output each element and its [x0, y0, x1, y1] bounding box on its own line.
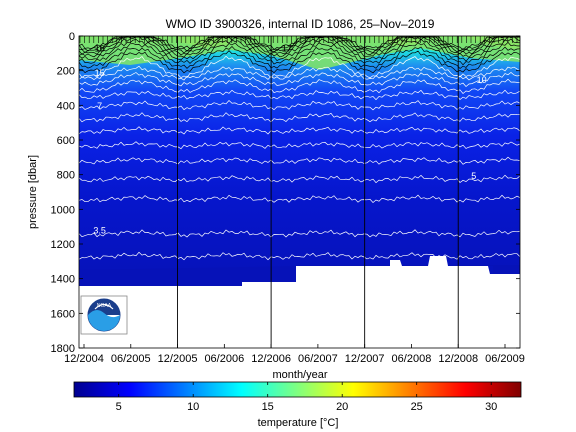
x-axis-label: month/year: [272, 369, 327, 381]
plot-frame: [78, 35, 521, 349]
y-tick-label: 0: [69, 31, 75, 43]
y-tick-label: 1000: [51, 204, 75, 216]
isotherm-line: [79, 251, 520, 261]
year-separator-lines: [177, 36, 459, 348]
x-tick-label: 06/2009: [485, 353, 525, 365]
colorbar-gradient: [73, 381, 522, 398]
colorbar-tick-label: 25: [411, 401, 423, 413]
colorbar-tick-label: 20: [336, 401, 348, 413]
noaa-logo: NOAA: [80, 295, 128, 335]
x-tick-label: 12/2004: [64, 353, 104, 365]
x-tick-label: 12/2006: [251, 353, 291, 365]
x-tick-label: 12/2008: [438, 353, 478, 365]
contour-label: 16: [95, 44, 105, 54]
isotherm-line: [79, 36, 520, 56]
x-tick-label: 12/2007: [345, 353, 385, 365]
colorbar-label: temperature [°C]: [258, 417, 339, 429]
isotherm-line: [79, 126, 520, 135]
isotherm-line: [79, 229, 520, 238]
deep-field: [79, 265, 520, 285]
contour-label: 17: [282, 44, 292, 54]
section-field: [79, 36, 520, 286]
y-tick-label: 200: [57, 66, 75, 78]
profile-tick-marks: [79, 36, 518, 43]
isotherm-line: [79, 194, 520, 203]
contour-label: 5: [471, 171, 476, 181]
isotherm-line: [79, 36, 520, 54]
isotherm-line: [79, 36, 520, 58]
colorbar-tick-label: 5: [116, 401, 122, 413]
colorbar-tick-label: 30: [485, 401, 497, 413]
isotherm-line: [79, 65, 520, 81]
colorbar: 5 10 15 20 25 30 temperature [°C]: [73, 381, 522, 429]
isotherm-line: [79, 72, 520, 87]
isotherm-line: [79, 100, 520, 111]
isotherm-lines: [79, 36, 520, 261]
isotherm-line: [79, 89, 520, 101]
isotherm-line: [79, 141, 520, 150]
isotherm-line: [79, 50, 520, 74]
isotherm-line: [79, 55, 520, 79]
colorbar-ticks: 5 10 15 20 25 30: [116, 382, 497, 413]
contour-label: 15: [95, 68, 105, 78]
x-tick-label: 06/2008: [392, 353, 432, 365]
y-tick-label: 600: [57, 135, 75, 147]
y-tick-label: 1600: [51, 308, 75, 320]
x-tick-label: 06/2005: [111, 353, 151, 365]
isotherm-line: [79, 174, 520, 184]
y-axis-label: pressure [dbar]: [27, 155, 39, 229]
x-tick-label: 06/2006: [204, 353, 244, 365]
x-tick-label: 06/2007: [298, 353, 338, 365]
no-data-area: [79, 256, 520, 348]
y-tick-label: 800: [57, 170, 75, 182]
y-axis: 0 200 400 600 800 1000 1200 1400 1600 1800: [51, 31, 520, 355]
isotherm-line: [79, 78, 520, 94]
y-tick-label: 1200: [51, 239, 75, 251]
y-tick-label: 1800: [51, 343, 75, 355]
isotherm-line: [79, 36, 520, 52]
temperature-section: [79, 36, 520, 286]
isotherm-line: [79, 112, 520, 123]
contour-label: 3.5: [93, 226, 106, 236]
x-tick-label: 12/2005: [158, 353, 198, 365]
contour-label: 7: [97, 101, 102, 111]
isotherm-line: [79, 41, 520, 66]
chart-title: WMO ID 3900326, internal ID 1086, 25–Nov…: [166, 17, 435, 31]
isotherm-line: [79, 38, 520, 62]
contour-label: 10: [477, 75, 487, 85]
y-tick-label: 400: [57, 100, 75, 112]
x-axis: 12/2004 06/2005 12/2005 06/2006 12/2006 06/20…: [64, 344, 525, 365]
noaa-logo-text: NOAA: [97, 303, 112, 309]
y-tick-label: 1400: [51, 274, 75, 286]
isotherm-line: [79, 46, 520, 69]
contour-labels: 16 15 17 10 7 5 3.5: [93, 44, 486, 236]
colorbar-tick-label: 15: [262, 401, 274, 413]
isotherm-line: [79, 156, 520, 165]
colorbar-tick-label: 10: [187, 401, 199, 413]
